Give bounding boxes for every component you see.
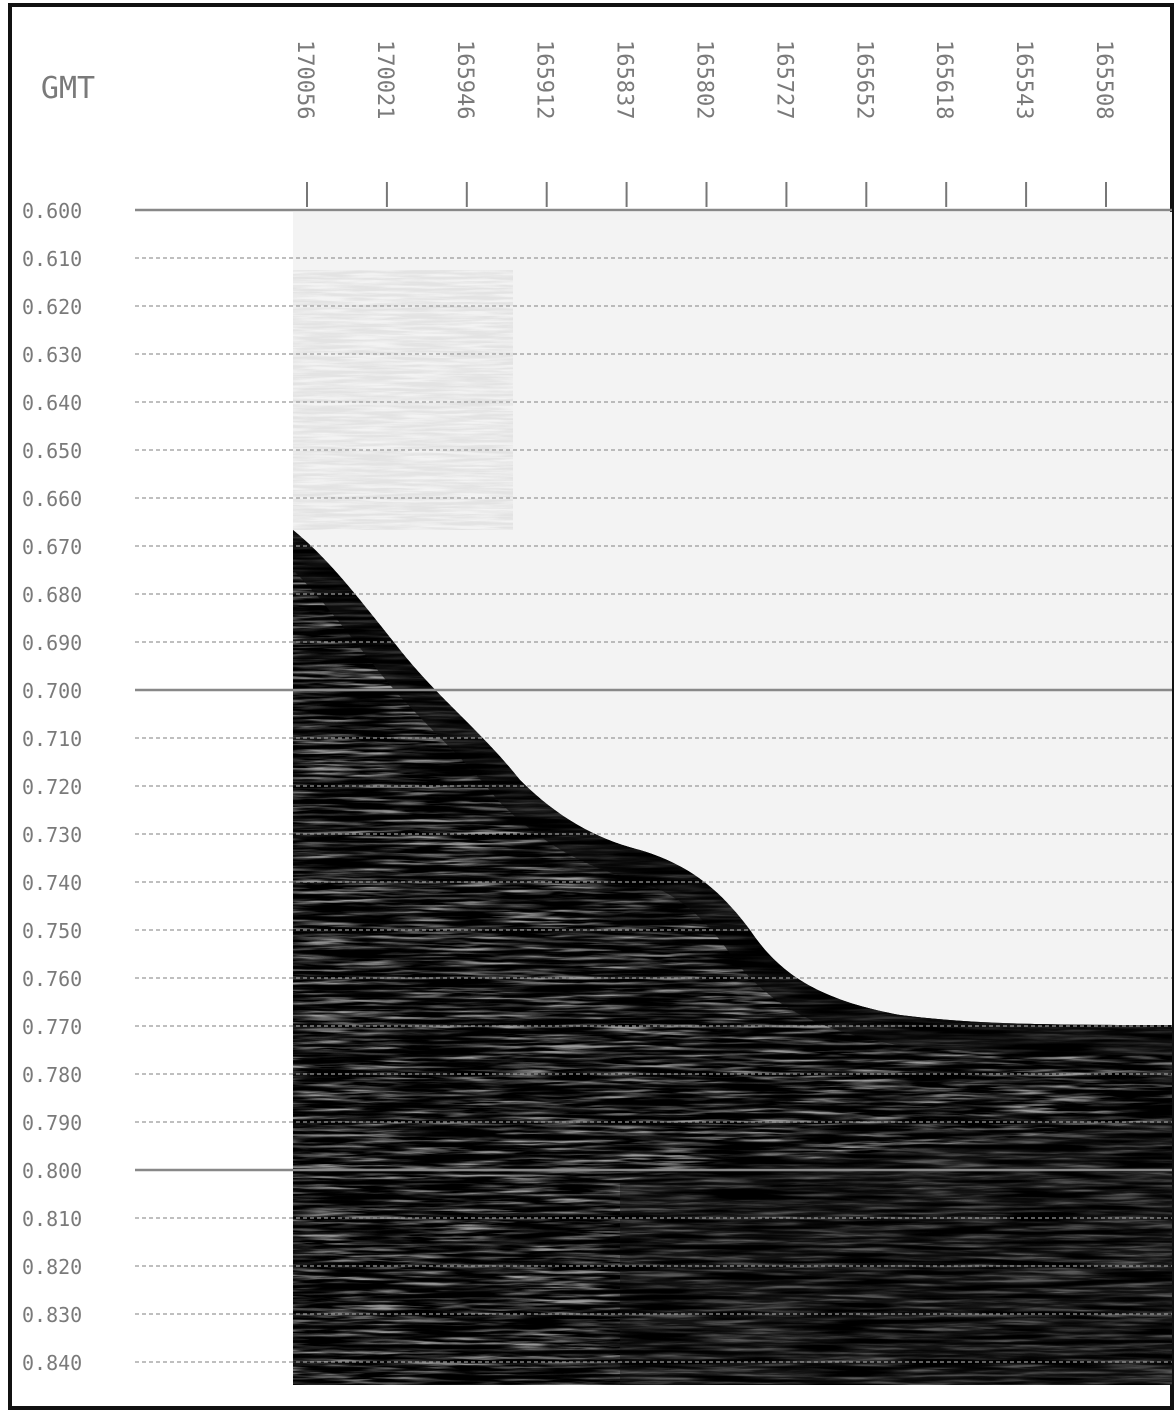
time-tick-label: 0.770 — [22, 1015, 82, 1039]
time-tick-label: 0.780 — [22, 1063, 82, 1087]
time-tick-label: 0.650 — [22, 439, 82, 463]
time-tick-label: 0.730 — [22, 823, 82, 847]
time-tick-label: 0.620 — [22, 295, 82, 319]
gmt-tick-label: 165727 — [771, 40, 796, 119]
time-tick-label: 0.820 — [22, 1255, 82, 1279]
gmt-tick-label: 165508 — [1091, 40, 1116, 119]
gmt-tick-label: 165946 — [452, 40, 477, 119]
time-tick-label: 0.610 — [22, 247, 82, 271]
page: GMT 0.600 0.610 0.620 0.630 0.640 0.650 0.660 0… — [0, 0, 1175, 1411]
gmt-tick-label: 165802 — [692, 40, 717, 119]
seismic-profile: GMT 0.600 0.610 0.620 0.630 0.640 0.650 0.660 0… — [0, 0, 1175, 1411]
gmt-tick-label: 170021 — [372, 40, 397, 119]
time-tick-label: 0.840 — [22, 1351, 82, 1375]
axis-title: GMT — [41, 71, 95, 106]
time-tick-label: 0.790 — [22, 1111, 82, 1135]
time-tick-label: 0.810 — [22, 1207, 82, 1231]
time-tick-label: 0.700 — [22, 679, 82, 703]
gmt-tick-label: 165837 — [612, 40, 637, 119]
time-tick-label: 0.640 — [22, 391, 82, 415]
time-tick-label: 0.760 — [22, 967, 82, 991]
time-tick-label: 0.600 — [22, 199, 82, 223]
water-noise — [293, 270, 513, 530]
time-tick-label: 0.680 — [22, 583, 82, 607]
time-tick-label: 0.660 — [22, 487, 82, 511]
time-tick-label: 0.720 — [22, 775, 82, 799]
gmt-tick-label: 165543 — [1011, 40, 1036, 119]
time-tick-label: 0.630 — [22, 343, 82, 367]
time-tick-label: 0.690 — [22, 631, 82, 655]
gmt-tick-label: 165912 — [532, 40, 557, 119]
time-tick-label: 0.830 — [22, 1303, 82, 1327]
time-tick-label: 0.740 — [22, 871, 82, 895]
gmt-tick-label: 165652 — [851, 40, 876, 119]
time-tick-label: 0.710 — [22, 727, 82, 751]
gmt-tick-label: 170056 — [292, 40, 317, 119]
time-tick-label: 0.670 — [22, 535, 82, 559]
time-tick-label: 0.750 — [22, 919, 82, 943]
gmt-tick-label: 165618 — [931, 40, 956, 119]
time-tick-label: 0.800 — [22, 1159, 82, 1183]
